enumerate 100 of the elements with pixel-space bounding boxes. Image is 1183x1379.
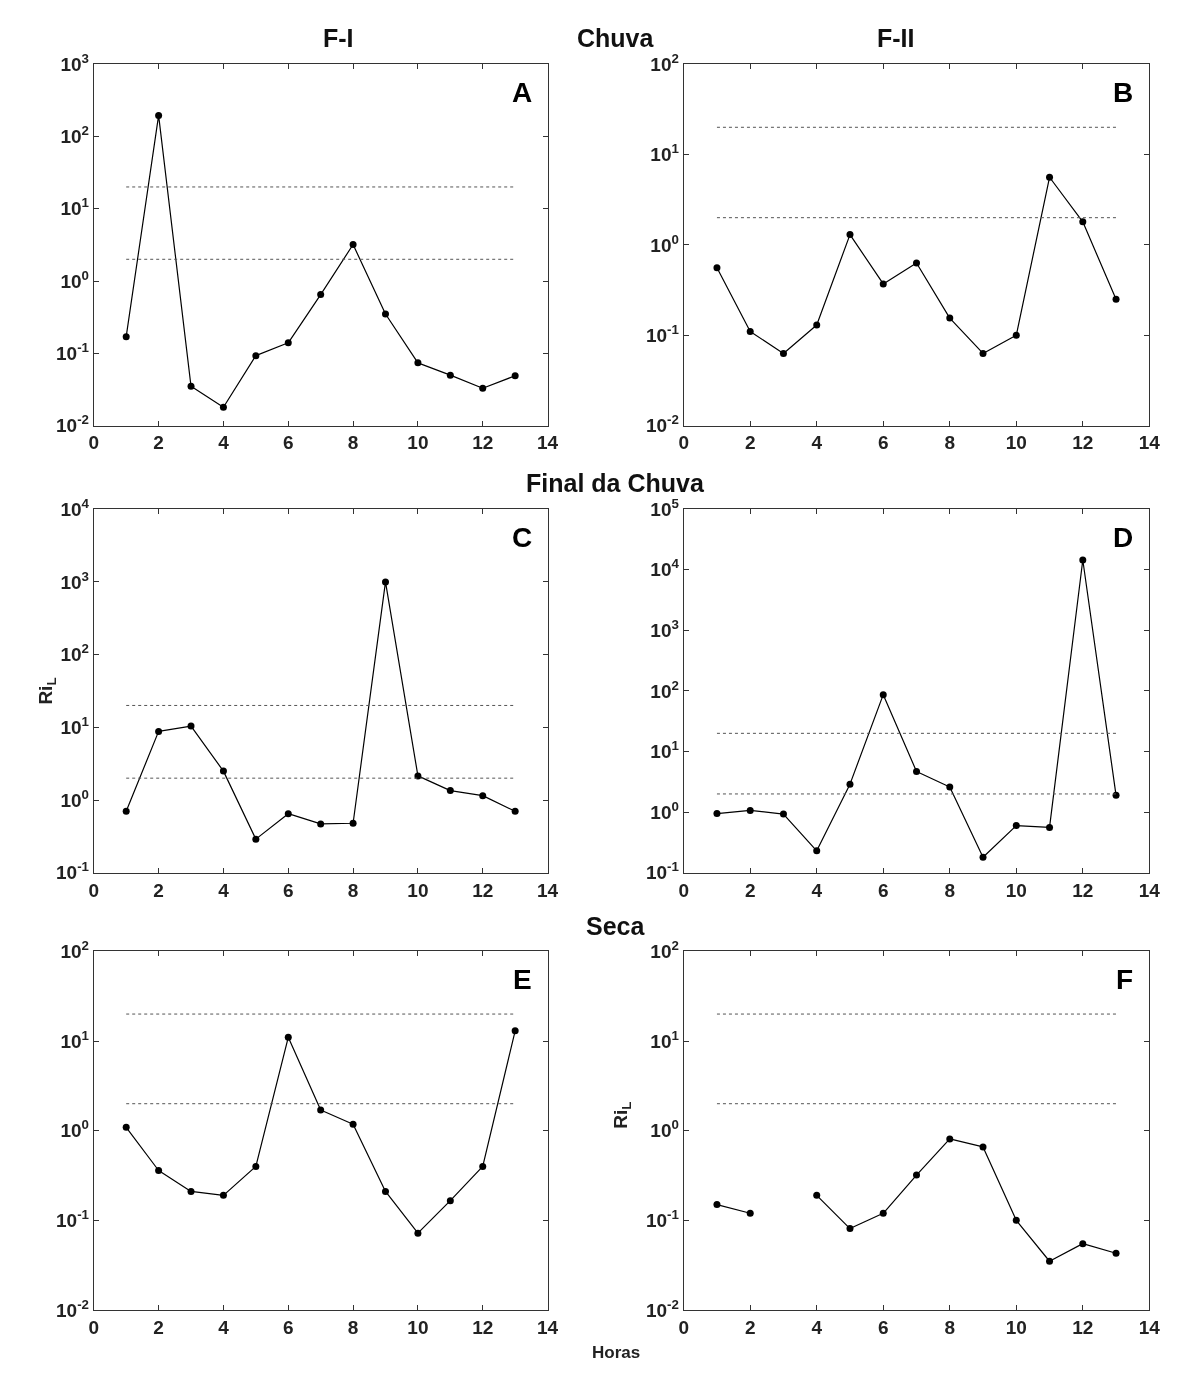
point	[946, 314, 954, 322]
y-tick-label: 10$^{2}$	[60, 938, 89, 963]
point	[382, 578, 389, 586]
x-tick-label: 4	[811, 1316, 823, 1338]
annotation: B	[1113, 77, 1134, 108]
y-tick-label: 10$^{2}$	[60, 641, 89, 666]
point	[446, 787, 454, 795]
x-tick-label: 2	[153, 432, 164, 454]
point	[1112, 295, 1120, 303]
point	[414, 772, 422, 780]
point	[746, 806, 754, 814]
point	[284, 810, 292, 818]
x-tick-label: 6	[282, 879, 294, 901]
point	[779, 349, 787, 357]
point	[979, 853, 987, 861]
point	[479, 1162, 487, 1170]
point	[479, 792, 487, 800]
y-tick-label: 10$^{4}$	[60, 495, 90, 520]
point	[414, 1229, 422, 1237]
point	[187, 722, 195, 730]
point	[1112, 1249, 1120, 1257]
y-tick-label: 10$^{-1}$	[645, 859, 680, 884]
point	[946, 1135, 954, 1143]
point	[284, 339, 292, 347]
text: Seca	[586, 912, 646, 940]
x-tick-label: 8	[347, 1316, 359, 1338]
x-tick-label: 6	[282, 432, 294, 454]
x-tick-label: 12	[472, 879, 494, 901]
point	[317, 820, 325, 828]
y-tick-label: 10$^{3}$	[60, 568, 89, 593]
x-tick-label: 4	[811, 879, 823, 901]
annotation: D	[1113, 522, 1134, 553]
x-tick-label: 10	[407, 879, 429, 901]
point	[1046, 823, 1054, 831]
point	[1012, 822, 1020, 830]
y-tick-label: 10$^{-1}$	[56, 340, 90, 365]
y-tick-label: 10$^{-1}$	[645, 321, 680, 346]
point	[414, 359, 422, 367]
point	[122, 1123, 130, 1131]
y-tick-label: 10$^{-1}$	[56, 1207, 90, 1232]
x-tick-label: 8	[944, 432, 956, 454]
annotation: A	[512, 77, 533, 108]
chart-title: F-I	[323, 24, 354, 52]
point	[979, 349, 987, 357]
point	[155, 727, 163, 735]
x-tick-label: 10	[1005, 1316, 1027, 1338]
y-tick-label: 10$^{2}$	[60, 123, 89, 148]
y-tick-label: 10$^{2}$	[650, 50, 679, 75]
y-tick-label: 10$^{-2}$	[56, 1296, 89, 1321]
point	[446, 1197, 454, 1205]
x-tick-label: 4	[218, 879, 230, 901]
x-tick-label: 14	[1138, 432, 1161, 454]
x-tick-label: 12	[1072, 1316, 1094, 1338]
y-tick-label: 10$^{0}$	[650, 1117, 679, 1142]
x-tick-label: 0	[678, 1316, 689, 1338]
y-tick-label: 10$^{1}$	[60, 1027, 90, 1052]
x-tick-label: 10	[407, 1316, 429, 1338]
x-tick-label: 12	[472, 1316, 494, 1338]
point	[122, 333, 130, 341]
point	[187, 1187, 195, 1195]
point	[252, 835, 260, 843]
y-tick-label: 10$^{3}$	[60, 50, 89, 75]
x-tick-label: 4	[218, 432, 230, 454]
annotation: E	[513, 964, 532, 995]
x-tick-label: 0	[88, 879, 100, 901]
point	[511, 1027, 519, 1035]
x-tick-label: 12	[1072, 879, 1094, 901]
point	[349, 819, 357, 827]
x-tick-label: 2	[744, 1316, 756, 1338]
point	[846, 780, 854, 788]
y-tick-label: 10$^{2}$	[650, 938, 679, 963]
point	[511, 807, 519, 815]
point	[779, 810, 787, 818]
y-tick-label: 10$^{0}$	[60, 786, 89, 811]
point	[913, 1171, 920, 1179]
x-tick-label: 10	[1005, 432, 1027, 454]
point	[511, 372, 519, 380]
x-tick-label: 8	[944, 1316, 956, 1338]
x-tick-label: 4	[218, 1316, 230, 1338]
x-tick-label: 6	[877, 432, 889, 454]
y-tick-label: 10$^{-2}$	[56, 412, 89, 437]
y-tick-label: 10$^{3}$	[650, 617, 679, 642]
point	[813, 1191, 821, 1199]
point	[446, 371, 454, 379]
y-tick-label: 10$^{1}$	[650, 738, 680, 763]
point	[813, 847, 821, 855]
y-tick-label: 10$^{1}$	[650, 141, 680, 166]
x-tick-label: 6	[877, 879, 889, 901]
x-tick-label: 8	[347, 432, 359, 454]
point	[284, 1033, 292, 1041]
x-tick-label: 2	[153, 1316, 164, 1338]
x-tick-label: 10	[407, 432, 429, 454]
point	[713, 264, 721, 272]
y-tick-label: 10$^{1}$	[60, 195, 90, 220]
x-tick-label: 0	[678, 432, 689, 454]
y-tick-label: 10$^{0}$	[650, 798, 679, 823]
point	[219, 403, 227, 411]
point	[317, 291, 325, 299]
point	[1012, 331, 1020, 339]
point	[879, 691, 887, 699]
